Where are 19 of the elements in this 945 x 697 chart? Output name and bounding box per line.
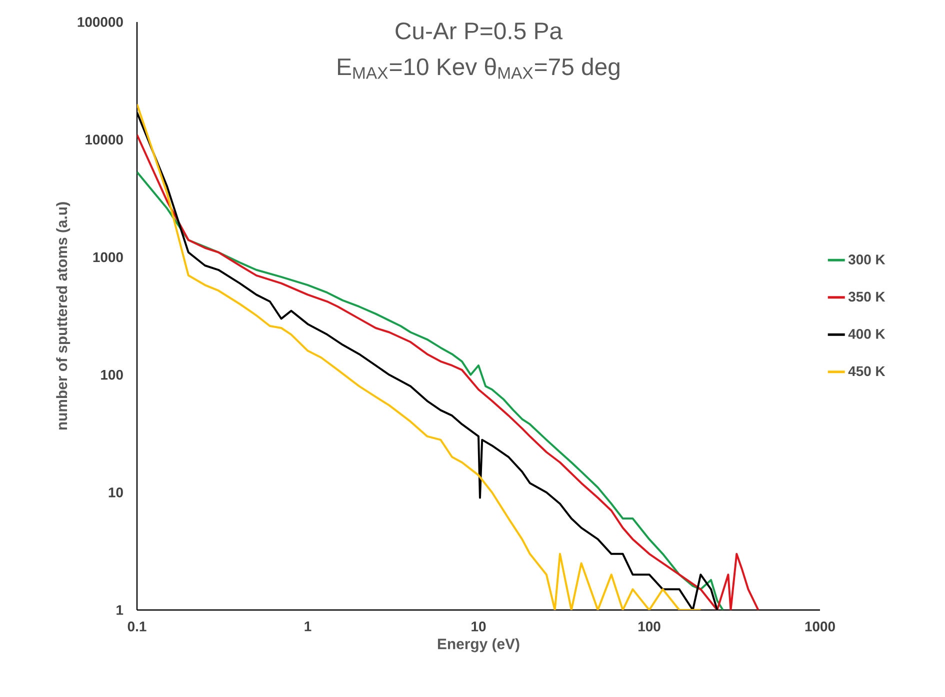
text: E$_{MAX}$=10 Kev θ$_{MAX}$=75 deg <box>338 58 620 80</box>
y-tick-label: 100 <box>101 370 123 380</box>
y-tick-label: 1 <box>116 605 124 615</box>
y-tick-label: 10000 <box>86 134 123 145</box>
legend-label: 350 K <box>848 292 886 302</box>
x-tick-label: 100 <box>638 622 660 632</box>
legend-label: 300 K <box>848 254 886 264</box>
legend-label: 400 K <box>848 328 886 339</box>
x-tick-label: 1000 <box>805 622 835 632</box>
x-tick-label: 10 <box>472 622 486 632</box>
y-axis-title: number of sputtered atoms (a.u) <box>56 202 70 430</box>
x-tick-label: 1 <box>304 622 312 632</box>
x-axis-title: Energy (eV) <box>438 638 520 652</box>
y-tick-label: 100000 <box>78 17 123 27</box>
chart-title: Cu-Ar P=0.5 Pa <box>396 22 563 40</box>
y-tick-label: 10 <box>108 487 123 498</box>
legend-label: 450 K <box>848 366 886 376</box>
y-tick-label: 1000 <box>93 252 123 262</box>
x-tick-label: 0.1 <box>128 622 146 632</box>
